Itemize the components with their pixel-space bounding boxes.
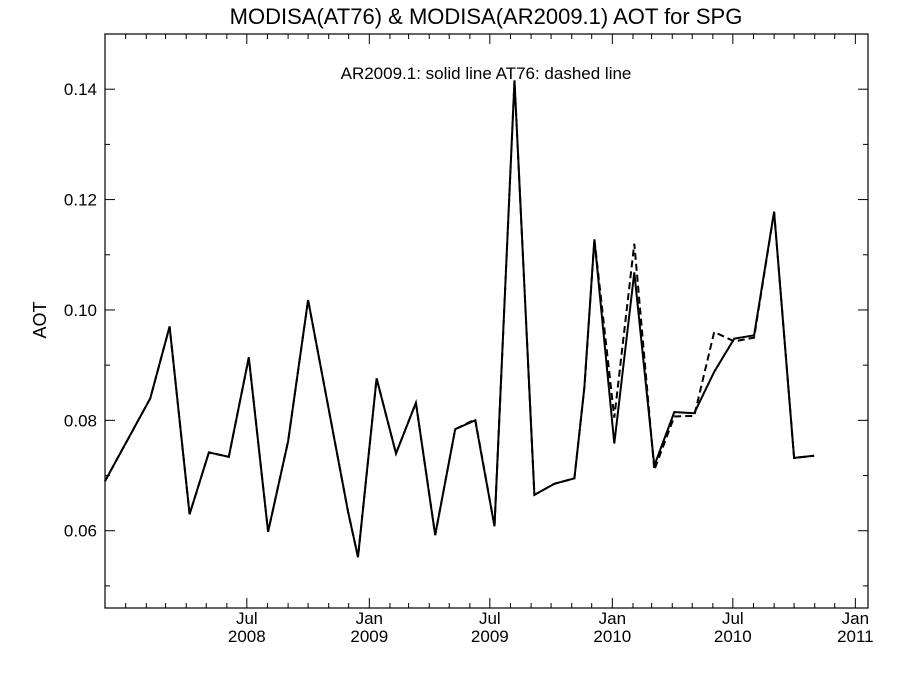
y-axis-ticks: 0.06 0.08 0.10 0.12 0.14 — [64, 33, 868, 587]
y-tick-label: 0.10 — [64, 301, 97, 320]
y-tick-label: 0.12 — [64, 191, 97, 210]
x-tick-year-label: 2009 — [350, 627, 388, 646]
x-tick-month-label: Jan — [356, 609, 383, 628]
x-tick-year-label: 2010 — [714, 627, 752, 646]
x-tick-month-label: Jan — [599, 609, 626, 628]
x-tick-year-label: 2008 — [228, 627, 266, 646]
x-tick-month-label: Jan — [842, 609, 869, 628]
series-line-at76 — [104, 80, 815, 558]
y-tick-label: 0.08 — [64, 411, 97, 430]
x-axis-ticks: Jul2008Jan2009Jul2009Jan2010Jul2010Jan20… — [104, 34, 874, 646]
chart-title: MODISA(AT76) & MODISA(AR2009.1) AOT for … — [230, 4, 743, 29]
plot-frame — [104, 33, 869, 609]
series-layer — [104, 80, 815, 558]
x-tick-month-label: Jul — [479, 609, 501, 628]
series-style-note: AR2009.1: solid line AT76: dashed line — [341, 64, 632, 83]
x-tick-year-label: 2011 — [837, 627, 874, 646]
x-tick-year-label: 2009 — [471, 627, 509, 646]
x-tick-month-label: Jul — [236, 609, 258, 628]
x-tick-month-label: Jul — [722, 609, 744, 628]
y-tick-label: 0.06 — [64, 522, 97, 541]
x-tick-year-label: 2010 — [593, 627, 631, 646]
series-line-ar2009-1 — [104, 80, 815, 558]
y-axis-label: AOT — [30, 301, 50, 338]
y-tick-label: 0.14 — [64, 80, 97, 99]
